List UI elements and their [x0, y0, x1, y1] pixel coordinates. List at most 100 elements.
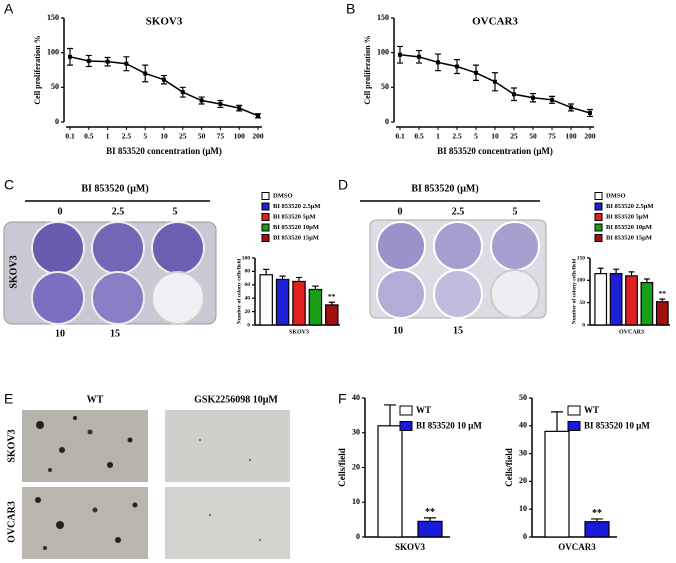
- bar: [259, 274, 273, 326]
- y-tick-label: 0: [356, 532, 360, 541]
- legend-swatch: [261, 202, 270, 211]
- legend-label: DMSO: [606, 192, 626, 199]
- dose-label: 0: [398, 206, 403, 217]
- x-axis-label: SKOV3: [395, 542, 426, 552]
- y-tick-label: 0: [247, 322, 250, 328]
- y-axis-label: Cells/field: [504, 448, 514, 487]
- legend-swatch: [594, 213, 603, 221]
- error-bar: [597, 267, 604, 274]
- y-tick-label: 30: [352, 428, 360, 437]
- x-tick-label: 2.5: [122, 132, 132, 141]
- x-tick-label: 0.1: [65, 132, 75, 141]
- x-axis-label: SKOV3: [289, 329, 309, 335]
- y-tick-label: 60: [245, 282, 251, 288]
- row-label: OVCAR3: [6, 501, 17, 543]
- chart-title: OVCAR3: [472, 16, 518, 28]
- y-tick-label: 30: [519, 448, 527, 457]
- bar: [609, 273, 623, 326]
- dose-label: 0: [58, 206, 63, 217]
- x-tick-label: 1: [436, 132, 440, 141]
- x-tick-label: 0.1: [395, 132, 405, 141]
- legend-label: BI 853520 5μM: [273, 213, 316, 220]
- x-tick-label: 5: [474, 132, 478, 141]
- bar: [308, 288, 323, 326]
- dose-label: 2.5: [452, 206, 465, 217]
- legend-swatch: [594, 234, 603, 242]
- y-axis-label: Number of colony cells/field: [236, 259, 242, 324]
- legend-label: BI 853520 10μM: [606, 224, 652, 231]
- dose-label: 5: [513, 206, 518, 217]
- x-tick-label: 0.5: [414, 132, 424, 141]
- y-tick-label: 10: [352, 497, 360, 506]
- plate-header: BI 853520 (μM): [81, 183, 148, 194]
- significance: **: [425, 507, 435, 518]
- legend-swatch: [261, 223, 270, 232]
- bar: [325, 304, 339, 326]
- bar: [594, 273, 608, 326]
- x-tick-label: 2.5: [452, 132, 462, 141]
- y-tick-label: 50: [381, 82, 389, 91]
- x-tick-label: 75: [548, 132, 556, 141]
- plate-photo: [369, 219, 547, 319]
- y-tick-label: 100: [47, 47, 59, 56]
- dose-label: 10: [55, 328, 65, 339]
- column-label: WT: [87, 394, 104, 405]
- x-tick-label: 0.5: [84, 132, 94, 141]
- legend-swatch: [594, 223, 603, 232]
- legend-swatch: [261, 234, 270, 242]
- y-tick-label: 20: [352, 462, 360, 471]
- y-tick-label: 150: [377, 13, 389, 22]
- bar: [584, 521, 610, 538]
- x-tick-label: 200: [584, 132, 596, 141]
- legend-label: WT: [416, 405, 431, 415]
- significance: **: [328, 292, 336, 301]
- legend-label: BI 853520 10 μM: [416, 421, 482, 431]
- x-tick-label: 50: [529, 132, 537, 141]
- bar: [640, 281, 654, 326]
- dose-label: 15: [110, 328, 120, 339]
- y-tick-label: 0: [582, 322, 585, 328]
- x-tick-label: 50: [198, 132, 206, 141]
- legend-label: BI 853520 10μM: [273, 224, 319, 231]
- x-tick-label: 100: [565, 132, 577, 141]
- x-tick-label: 25: [510, 132, 518, 141]
- bar: [417, 520, 443, 538]
- error-bar: [384, 404, 396, 426]
- y-tick-label: 20: [519, 476, 527, 485]
- y-tick-label: 20: [245, 309, 251, 315]
- micro-photo: [22, 410, 290, 559]
- y-tick-label: 100: [377, 47, 389, 56]
- column-label: GSK2256098 10μM: [194, 394, 278, 405]
- x-tick-label: 100: [234, 132, 246, 141]
- y-tick-label: 50: [580, 300, 586, 306]
- plate-photo: [3, 221, 217, 325]
- dose-label: 10: [393, 325, 403, 336]
- y-tick-label: 0: [55, 117, 59, 126]
- y-tick-label: 10: [519, 504, 527, 513]
- panel-letter: E: [4, 391, 13, 407]
- error-bar: [551, 411, 563, 432]
- y-tick-label: 40: [245, 295, 251, 301]
- legend-label: WT: [584, 405, 599, 415]
- y-tick-label: 80: [245, 269, 251, 275]
- legend-swatch: [261, 213, 270, 221]
- legend-label: BI 853520 2.5μM: [606, 203, 654, 210]
- dose-label: 2.5: [112, 206, 125, 217]
- y-tick-label: 100: [577, 278, 586, 284]
- x-tick-label: 75: [217, 132, 225, 141]
- bar: [625, 275, 638, 326]
- x-axis-label: BI 853520 concentration (μM): [437, 146, 553, 156]
- legend-swatch: [594, 202, 603, 211]
- bar: [655, 301, 669, 326]
- legend-label: BI 853520 2.5μM: [273, 203, 321, 210]
- error-bar: [613, 268, 619, 274]
- x-axis-label: BI 853520 concentration (μM): [106, 146, 222, 156]
- y-tick-label: 150: [47, 13, 59, 22]
- legend-swatch: [567, 421, 581, 431]
- error-bar: [263, 268, 270, 275]
- legend-label: BI 853520 10 μM: [584, 421, 650, 431]
- x-tick-label: 200: [252, 132, 264, 141]
- line: [69, 56, 259, 117]
- legend-label: BI 853520 15μM: [606, 234, 652, 241]
